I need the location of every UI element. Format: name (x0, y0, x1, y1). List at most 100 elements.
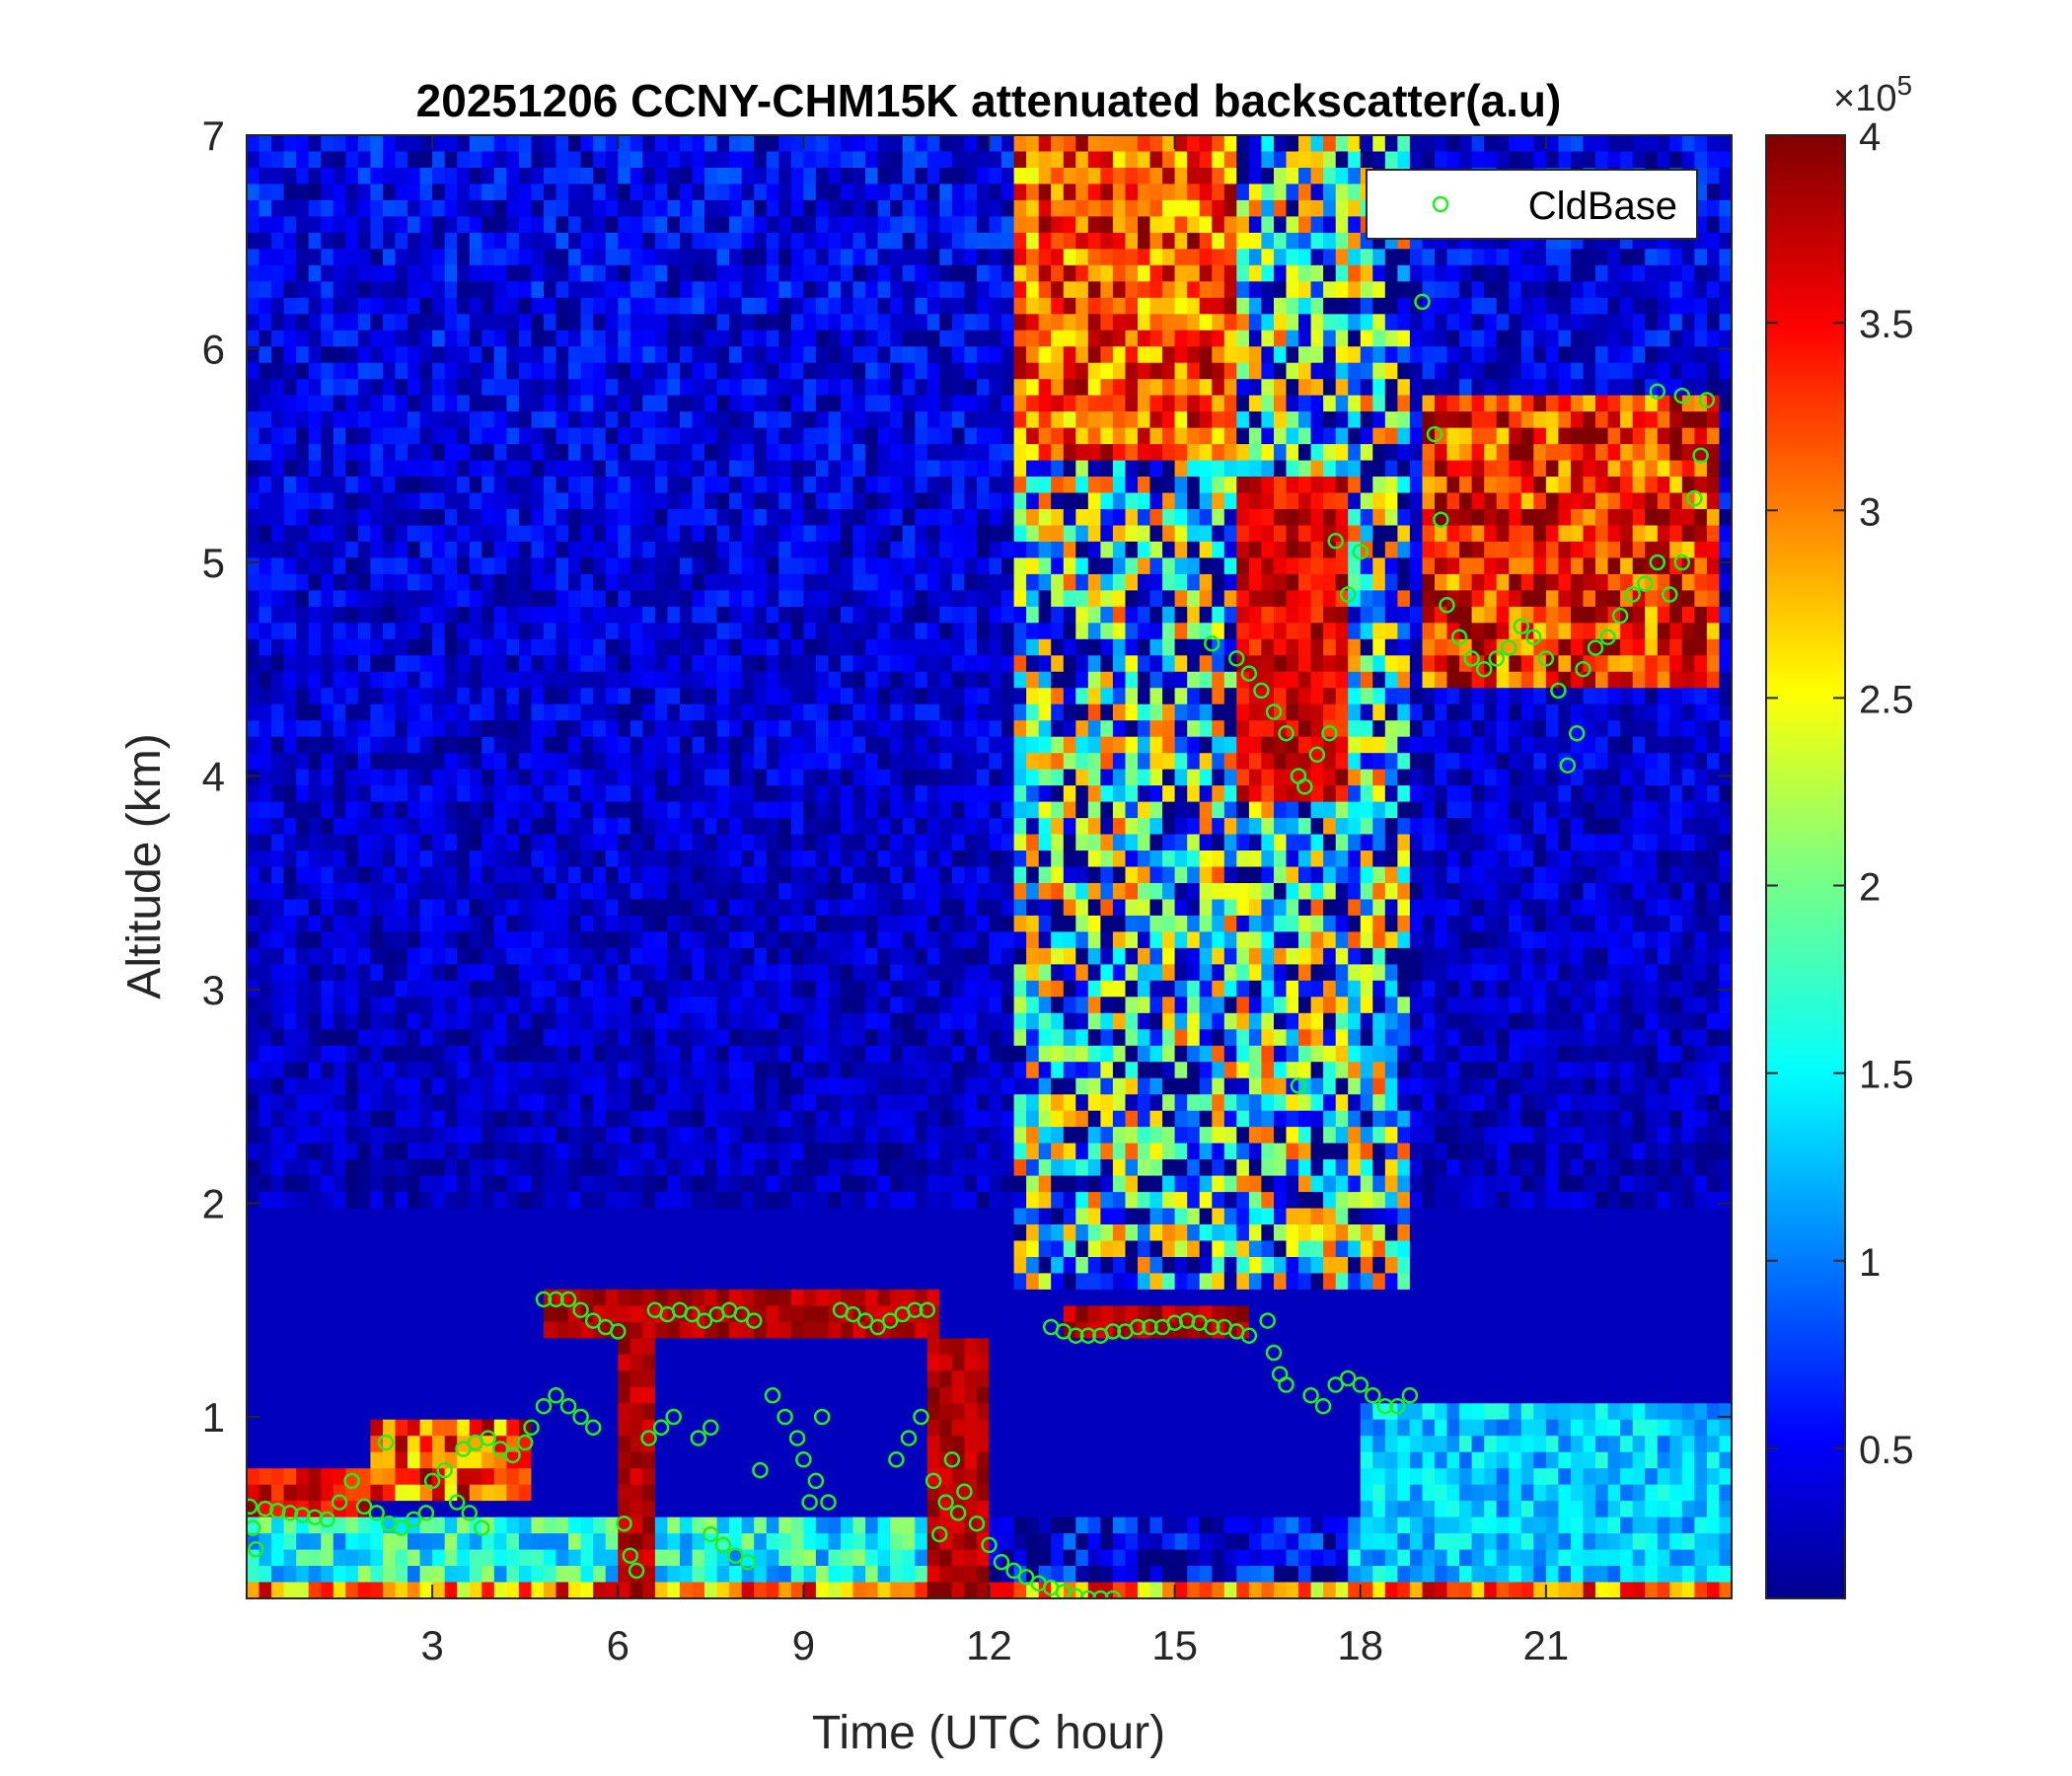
cldbase-point (491, 1441, 509, 1457)
cldbase-point (820, 1494, 837, 1511)
chart-title: 20251206 CCNY-CHM15K attenuated backscat… (416, 75, 1562, 126)
cldbase-point (1673, 554, 1691, 571)
cldbase-point (1302, 1387, 1319, 1404)
cldbase-point (1599, 629, 1616, 646)
cldbase-point (1228, 650, 1245, 667)
cldbase-point (739, 1553, 757, 1571)
x-tick-label: 6 (607, 1622, 629, 1668)
cldbase-point (247, 1498, 259, 1516)
cldbase-point (1513, 618, 1530, 635)
x-axis: 3 6 9 12 15 18 21 (420, 135, 1569, 1668)
cldbase-point (856, 1312, 874, 1329)
cldbase-point (869, 1318, 886, 1336)
colorbar-tick-label: 4 (1859, 115, 1881, 159)
cldbase-point (745, 1312, 763, 1329)
cldbase-point (1649, 554, 1666, 571)
legend: CldBase (1366, 169, 1698, 240)
cldbase-point (343, 1472, 360, 1490)
cldbase-point (993, 1553, 1010, 1571)
cldbase-point (690, 1430, 707, 1446)
cldbase-point (813, 1408, 831, 1426)
cldbase-point (777, 1408, 793, 1426)
y-tick-label: 3 (202, 967, 225, 1013)
cldbase-point (949, 1505, 967, 1521)
x-tick-label: 12 (966, 1622, 1012, 1668)
cldbase-point (377, 1434, 395, 1451)
y-axis: 1 2 3 4 5 6 7 (202, 112, 1732, 1441)
cldbase-point (845, 1305, 861, 1323)
cldbase-point (1692, 447, 1709, 464)
cldbase-point (1537, 650, 1555, 667)
cldbase-point (474, 1519, 490, 1536)
cldbase-point (1278, 724, 1295, 742)
cldbase-point (1401, 1387, 1419, 1404)
colorbar-tick-label: 3 (1859, 490, 1881, 534)
cldbase-point (1278, 1376, 1295, 1393)
cldbase-point (1253, 682, 1270, 700)
cldbase-point (981, 1536, 998, 1554)
cldbase-point (1265, 1344, 1283, 1362)
cldbase-point (461, 1505, 479, 1521)
cldbase-point (1296, 778, 1313, 795)
cldbase-point (703, 1419, 719, 1437)
legend-box (1366, 169, 1698, 240)
legend-marker (1432, 195, 1449, 213)
cldbase-point (1321, 724, 1338, 742)
cldbase-point (406, 1511, 422, 1528)
cldbase-point (436, 1461, 453, 1479)
cldbase-point (331, 1494, 348, 1511)
cldbase-point (584, 1312, 602, 1329)
cldbase-point (1636, 575, 1654, 592)
cldbase-point (913, 1408, 929, 1426)
cldbase-point (1142, 1318, 1158, 1336)
cldbase-point (1259, 1312, 1276, 1329)
cldbase-point (319, 1511, 335, 1528)
cldbase-point (1426, 425, 1443, 443)
cldbase-point (1587, 639, 1604, 656)
colorbar-tick-label: 1 (1859, 1241, 1881, 1285)
cldbase-point (1389, 1397, 1406, 1415)
cldbase-point (1376, 1397, 1394, 1415)
cldbase-point (943, 1451, 961, 1468)
cldbase-point (937, 1494, 954, 1511)
cldbase-point (504, 1446, 521, 1464)
cldbase-point (727, 1547, 744, 1564)
cldbase-point (1017, 1569, 1035, 1586)
cldbase-point (907, 1301, 924, 1318)
y-tick-label: 1 (202, 1394, 225, 1441)
cldbase-point (1575, 660, 1591, 678)
y-tick-label: 4 (202, 753, 225, 799)
cldbase-point (1104, 1323, 1122, 1340)
cldbase-point (1265, 703, 1283, 720)
cldbase-point (1439, 597, 1455, 614)
cldbase-point (1327, 533, 1344, 550)
cldbase-point (900, 1430, 918, 1446)
cldbase-point (247, 1519, 261, 1536)
cldbase-point (1104, 1590, 1122, 1598)
cldbase-point (888, 1451, 905, 1468)
backscatter-heatmap (247, 135, 1732, 1598)
cldbase-point (1686, 489, 1703, 507)
cldbase-point (1365, 1387, 1381, 1404)
cldbase-point (548, 1291, 564, 1308)
cldbase-point (1352, 1376, 1369, 1393)
cldbase-point (640, 1430, 657, 1446)
cldbase-point (931, 1525, 948, 1543)
cldbase-point (628, 1562, 645, 1580)
y-tick-label: 7 (202, 112, 225, 159)
cldbase-point (1673, 387, 1691, 405)
cldbase-point (1092, 1590, 1109, 1598)
cldbase-point (1450, 629, 1468, 646)
cldbase-point (535, 1291, 553, 1308)
y-tick-label: 6 (202, 326, 225, 372)
cldbase-point (1079, 1590, 1097, 1598)
cldbase-point (1698, 392, 1716, 408)
cldbase-point (919, 1301, 936, 1318)
cldbase-point (1240, 1327, 1258, 1344)
cldbase-point (925, 1472, 942, 1490)
cldbase-point (368, 1505, 385, 1521)
cldbase-point (1649, 383, 1666, 401)
cldbase-point (1339, 586, 1357, 603)
cldbase-point (1414, 293, 1431, 311)
